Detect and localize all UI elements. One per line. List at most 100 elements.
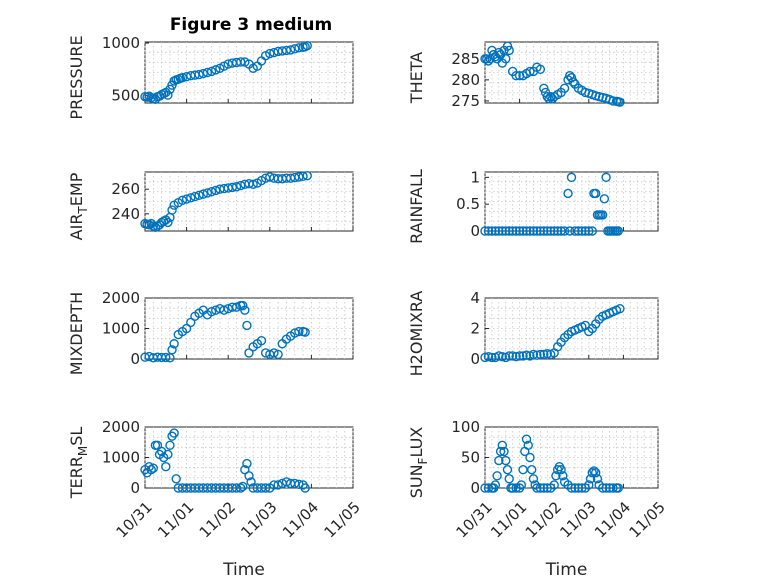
data-point [235,57,246,67]
y-axis-label: MIXDEPTH [67,292,86,375]
data-point [573,483,584,493]
data-point [246,477,256,487]
data-point [206,66,217,77]
data-point [167,345,177,355]
data-point [591,468,601,478]
data-point [190,191,200,202]
data-point [539,83,549,93]
data-point [148,221,159,231]
data-point [483,226,494,236]
x-tick-label: 11/03 [237,498,280,541]
data-point [558,471,568,481]
data-point [163,449,173,460]
data-point [242,320,252,331]
data-point [161,461,171,472]
data-point [528,349,539,360]
data-point [535,483,546,493]
data-point [231,302,242,312]
data-point [511,483,521,493]
data-point [483,352,494,362]
data-point [285,45,296,55]
data-point [194,69,204,80]
data-point [507,483,518,493]
data-point [260,483,271,493]
data-point [559,226,570,236]
data-point [238,300,248,311]
data-point [211,65,221,75]
data-point [528,226,539,236]
data-point [615,97,625,107]
data-point [165,440,175,450]
data-point [494,47,504,58]
data-point [202,67,213,78]
data-point [559,83,570,93]
data-series [140,300,310,363]
data-point [487,226,497,236]
data-point [568,77,578,87]
data-point [566,172,577,183]
data-point [171,474,181,484]
data-point [480,352,490,363]
data-point [302,40,312,51]
data-point [587,468,597,478]
data-point [542,91,552,102]
x-tick-label: 11/03 [556,498,599,541]
data-point [504,45,514,56]
data-point [539,226,549,236]
data-point [242,458,252,469]
data-point [161,352,171,363]
figure-title: Figure 3 medium [170,15,332,35]
data-point [613,483,623,493]
data-point [497,352,507,362]
data-point [597,483,608,493]
data-point [146,465,156,475]
data-point [518,226,528,236]
data-point [551,471,561,481]
data-point [490,480,501,490]
data-series [480,41,625,107]
data-point [592,474,603,484]
data-point [514,351,525,361]
data-point [492,471,502,481]
data-point [494,351,504,361]
data-point [494,226,504,236]
x-tick-label: 11/01 [487,498,530,541]
data-point [511,226,521,236]
subplot-4: 0 0.5 1 RAINFALL [407,168,659,244]
data-series [140,428,310,493]
x-tick-label: 11/02 [196,498,239,541]
data-point [518,351,528,361]
y-tick-label: 0 [470,350,480,368]
data-point [235,483,246,493]
data-point [511,70,521,81]
data-point [608,483,618,493]
data-point [566,483,577,493]
data-point [535,226,546,236]
data-point [502,465,513,475]
y-tick-label: 260 [111,180,140,198]
data-point [608,96,618,106]
data-point [601,483,611,493]
y-axis-label: H2OMIXRA [407,291,426,377]
y-tick-label: 50 [461,449,480,467]
data-point [549,226,559,236]
y-axis-label: AIRTEMP [67,172,90,240]
data-point [546,226,556,236]
data-point [542,226,552,236]
data-point [186,193,196,203]
data-point [494,455,504,466]
data-point [244,471,254,481]
y-tick-label: 2000 [102,418,140,436]
data-point [504,226,514,236]
data-point [148,463,159,473]
x-axis-label: Time [545,560,588,580]
y-tick-label: 1000 [102,449,140,467]
y-axis-label: THETA [407,52,426,104]
data-point [265,48,275,59]
data-point [570,226,580,236]
plot-area [484,426,659,489]
data-point [504,474,514,484]
y-tick-label: 0 [470,222,480,240]
